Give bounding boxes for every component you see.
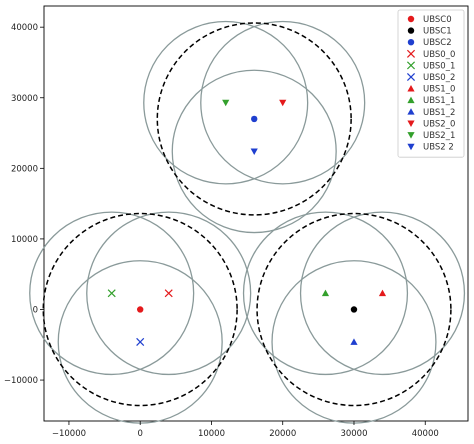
coverage-circle-0 xyxy=(86,211,252,376)
coverage-circle-6 xyxy=(200,20,366,185)
legend-marker-ubs1_0 xyxy=(407,85,415,92)
legend-marker-ubs1_2 xyxy=(407,108,415,115)
x-tick-label-1: 0 xyxy=(137,429,142,439)
x-tick-label-2: 10000 xyxy=(198,429,225,439)
legend-label-ubs2_0: UBS2_0 xyxy=(423,119,455,129)
point-ubs0_2-0 xyxy=(136,337,145,346)
legend-box xyxy=(397,9,465,158)
legend-label-ubs1_2: UBS1_2 xyxy=(423,108,455,118)
coverage-circle-8 xyxy=(171,69,337,234)
legend: UBSC0UBSC1UBSC2UBS0_0UBS0_1UBS0_2UBS1_0U… xyxy=(397,9,465,158)
x-tick-label-3: 20000 xyxy=(269,429,296,439)
y-axis: −10000 0 10000 20000 30000 40000 xyxy=(4,23,44,386)
legend-label-ubs0_1: UBS0_1 xyxy=(423,61,455,71)
cluster-boundaries-layer xyxy=(42,22,452,407)
coverage-circle-3 xyxy=(299,211,466,376)
x-axis: −10000 0 10000 20000 30000 40000 xyxy=(52,421,439,439)
y-tick-label-4: 30000 xyxy=(11,94,38,104)
legend-label-ubs2-2: UBS2 2 xyxy=(423,143,454,153)
cluster-boundary-0 xyxy=(42,212,238,407)
cluster-boundary-2 xyxy=(156,22,352,216)
x-tick-label-0: −10000 xyxy=(52,429,86,439)
point-ubs2_0-0 xyxy=(279,99,287,107)
point-ubs0_0-0 xyxy=(164,289,173,298)
legend-marker-ubsc1 xyxy=(407,27,415,34)
legend-marker-ubs1_1 xyxy=(407,96,415,104)
legend-label-ubsc0: UBSC0 xyxy=(423,15,452,25)
legend-label-ubsc1: UBSC1 xyxy=(423,27,452,37)
point-ubs1_1-0 xyxy=(321,289,330,297)
legend-label-ubs1_1: UBS1_1 xyxy=(423,96,455,106)
legend-marker-ubs2_0 xyxy=(407,120,415,127)
legend-label-ubs0_2: UBS0_2 xyxy=(423,73,455,83)
y-tick-label-1: 0 xyxy=(33,305,38,315)
legend-label-ubs0_0: UBS0_0 xyxy=(423,50,455,60)
y-tick-label-3: 20000 xyxy=(11,164,38,174)
point-ubs1_0-0 xyxy=(378,289,387,297)
legend-marker-ubs0_2 xyxy=(406,72,416,82)
point-ubsc1-0 xyxy=(350,306,358,313)
point-ubsc0-0 xyxy=(137,306,144,313)
legend-marker-ubsc0 xyxy=(407,15,415,23)
point-ubs2-2-0 xyxy=(250,148,258,155)
data-points-layer xyxy=(107,99,387,346)
legend-label-ubsc2: UBSC2 xyxy=(423,38,452,48)
y-tick-label-2: 10000 xyxy=(11,235,38,245)
point-ubs2_1-0 xyxy=(222,99,230,107)
cluster-boundary-1 xyxy=(256,212,452,407)
legend-marker-ubs0_0 xyxy=(406,49,416,58)
coverage-circle-1 xyxy=(29,211,195,376)
x-tick-label-5: 40000 xyxy=(412,429,439,439)
legend-marker-ubs2-2 xyxy=(407,143,415,151)
point-ubs0_1-0 xyxy=(107,289,116,298)
legend-marker-ubs2_1 xyxy=(407,132,415,139)
coverage-circle-4 xyxy=(242,211,409,376)
y-tick-label-5: 40000 xyxy=(11,23,38,33)
legend-marker-ubsc2 xyxy=(407,39,415,46)
legend-label-ubs1_0: UBS1_0 xyxy=(423,85,455,95)
legend-label-ubs2_1: UBS2_1 xyxy=(423,131,455,141)
legend-marker-ubs0_1 xyxy=(406,61,416,70)
x-tick-label-4: 30000 xyxy=(340,429,367,439)
y-tick-label-0: −10000 xyxy=(4,376,38,386)
point-ubsc2-0 xyxy=(251,115,258,123)
coverage-circle-7 xyxy=(143,20,309,185)
point-ubs1_2-0 xyxy=(350,338,358,345)
